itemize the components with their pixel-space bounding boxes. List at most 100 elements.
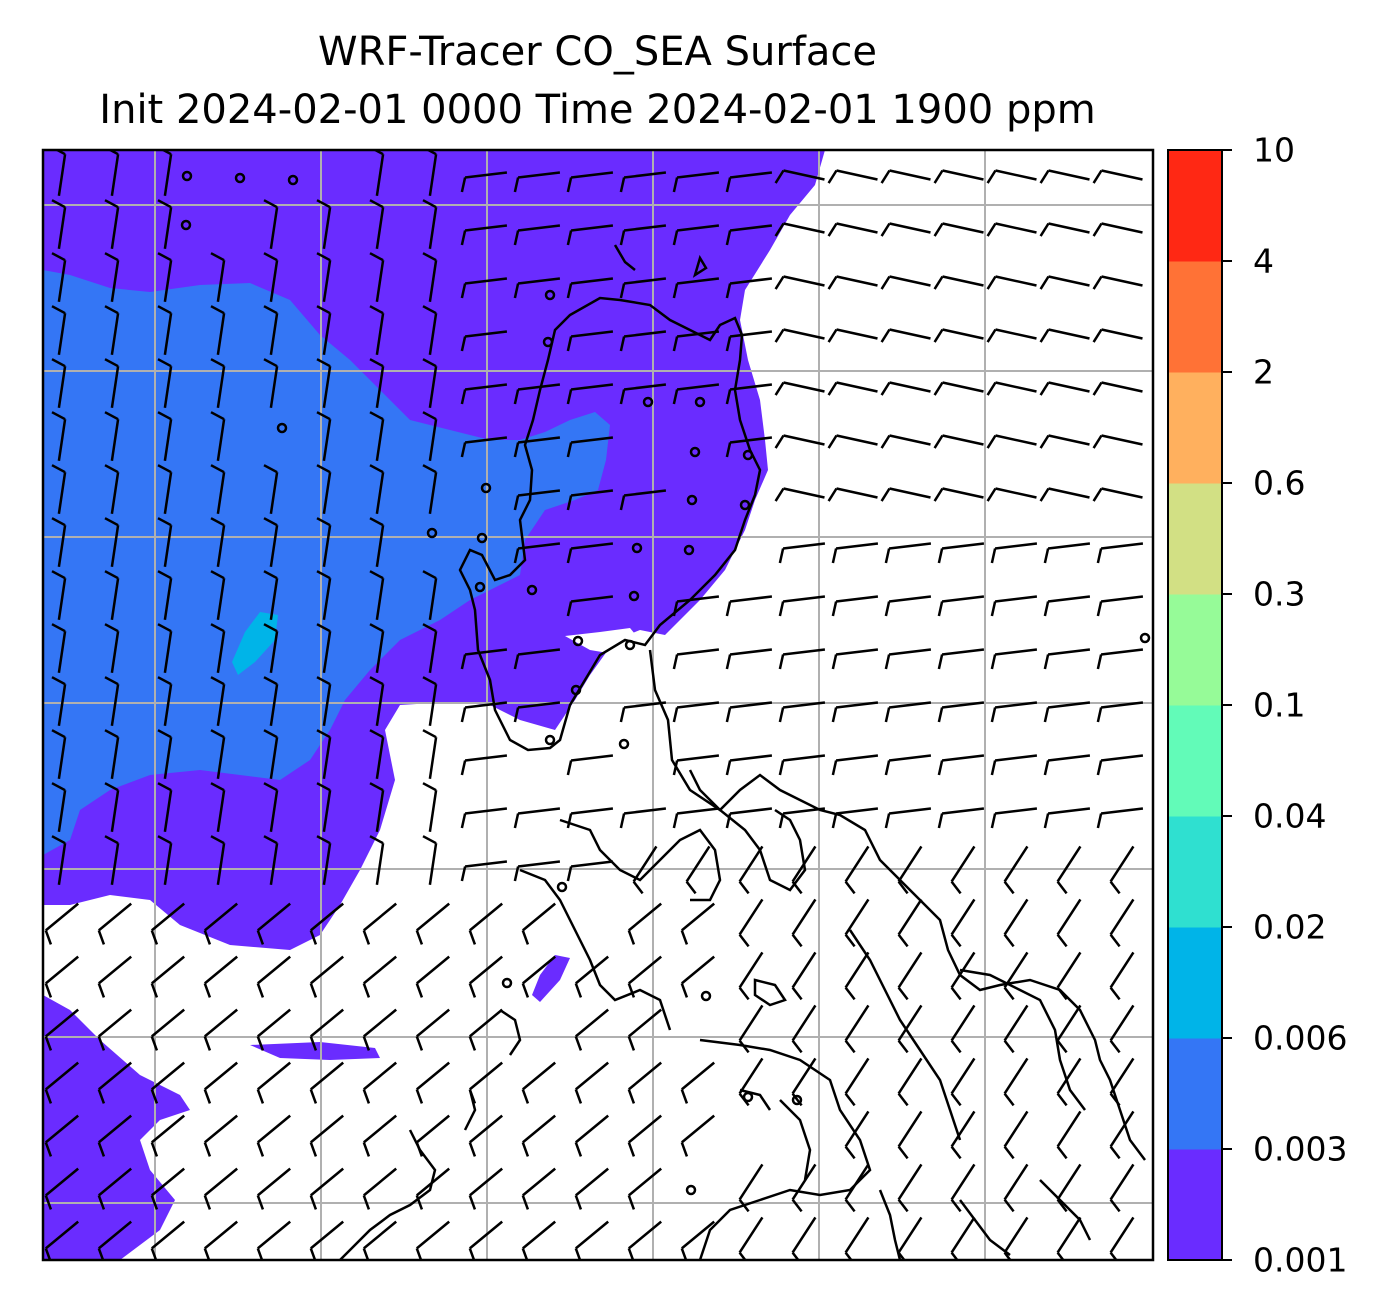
wind-barb	[791, 845, 817, 895]
wind-barb	[627, 1061, 662, 1104]
wind-barb	[778, 701, 826, 723]
wind-barb	[362, 1114, 397, 1157]
calm-wind-circle	[570, 684, 582, 696]
wind-barb	[104, 252, 120, 302]
calm-wind-circle	[686, 494, 698, 506]
wind-barb	[1056, 1004, 1082, 1054]
wind-barb	[884, 542, 932, 564]
colorbar-tick-label: 4	[1253, 241, 1274, 281]
wind-barb	[44, 955, 79, 998]
wind-barb	[362, 1167, 397, 1210]
wind-barb	[97, 1220, 132, 1260]
wind-barb	[369, 358, 385, 408]
wind-barb	[1043, 754, 1091, 776]
wind-barb	[574, 1008, 609, 1051]
wind-barb	[950, 1163, 976, 1213]
calm-wind-circle	[544, 289, 556, 301]
wind-barb	[316, 835, 332, 885]
wind-barb	[210, 570, 226, 620]
wind-barb	[680, 1061, 715, 1104]
calm-wind-circle	[791, 1094, 803, 1106]
wind-barb	[468, 1114, 503, 1157]
wind-barb	[316, 782, 332, 832]
wind-barb	[51, 358, 67, 408]
wind-barb	[422, 676, 438, 726]
colorbar-tick-label: 0.3	[1253, 574, 1306, 614]
wind-barb	[316, 358, 332, 408]
wind-barb	[725, 754, 773, 776]
wind-barb	[672, 807, 720, 829]
wind-barb	[933, 434, 984, 449]
wind-barb	[203, 1008, 238, 1051]
wind-barb	[316, 570, 332, 620]
wind-barb	[422, 411, 438, 461]
wind-barb	[827, 434, 878, 449]
wind-barb	[97, 1167, 132, 1210]
colorbar-tick-label: 0.04	[1253, 796, 1327, 836]
colorbar-segment	[1168, 483, 1222, 595]
wind-barb	[104, 199, 120, 249]
wind-barb	[150, 1061, 185, 1104]
wind-barb	[415, 955, 450, 998]
wind-barb	[263, 835, 279, 885]
wind-barb	[203, 1220, 238, 1260]
wind-barb	[210, 835, 226, 885]
wind-barb	[203, 955, 238, 998]
wind-barb	[1056, 1110, 1082, 1160]
calm-wind-circle	[544, 734, 556, 746]
wind-barb	[844, 1057, 870, 1107]
colorbar-tick-label: 0.6	[1253, 463, 1306, 503]
tracer-band-mid	[43, 270, 610, 855]
wind-barb	[157, 199, 173, 249]
wind-barb	[937, 648, 985, 670]
wind-barb	[566, 860, 614, 882]
wind-barb	[521, 902, 556, 945]
wind-barb	[210, 411, 226, 461]
wind-barb	[309, 1114, 344, 1157]
colorbar-segment	[1168, 927, 1222, 1039]
wind-barb	[51, 411, 67, 461]
wind-barb	[44, 1167, 79, 1210]
colorbar-tick-label: 10	[1253, 130, 1295, 170]
wind-barb	[460, 701, 508, 723]
wind-barb	[950, 1004, 976, 1054]
wind-barb	[566, 277, 614, 299]
wind-barb	[104, 411, 120, 461]
wind-barb	[362, 955, 397, 998]
colorbar-segment	[1168, 1038, 1222, 1150]
wind-barb	[566, 436, 614, 458]
wind-barb	[460, 330, 508, 352]
wind-barb	[738, 1216, 764, 1260]
wind-barb	[880, 222, 931, 237]
wind-barb	[1096, 701, 1144, 723]
wind-barb	[210, 623, 226, 673]
wind-barb	[791, 951, 817, 1001]
wind-barb	[827, 222, 878, 237]
colorbar-segment	[1168, 150, 1222, 262]
wind-barb	[157, 676, 173, 726]
colorbar-tick-label: 0.006	[1253, 1018, 1348, 1058]
wind-barb	[619, 807, 667, 829]
wind-barb	[513, 648, 561, 670]
map-frame	[41, 148, 1155, 1262]
wind-barb	[309, 1167, 344, 1210]
wind-barb	[933, 275, 984, 290]
wind-barb	[468, 1061, 503, 1104]
wind-barb	[460, 171, 508, 193]
wind-barb	[791, 1004, 817, 1054]
wind-barb	[1039, 487, 1090, 502]
wind-barb	[316, 252, 332, 302]
wind-barb	[880, 169, 931, 184]
wind-barb	[1043, 542, 1091, 564]
wind-barb	[44, 902, 79, 945]
calm-wind-circle	[742, 1091, 754, 1103]
wind-barb	[104, 358, 120, 408]
wind-barb	[104, 623, 120, 673]
wind-barb	[990, 648, 1038, 670]
calm-wind-circle	[642, 396, 654, 408]
wind-barb	[460, 383, 508, 405]
wind-barb	[256, 1167, 291, 1210]
wind-barb	[738, 898, 764, 948]
wind-barb	[897, 951, 923, 1001]
